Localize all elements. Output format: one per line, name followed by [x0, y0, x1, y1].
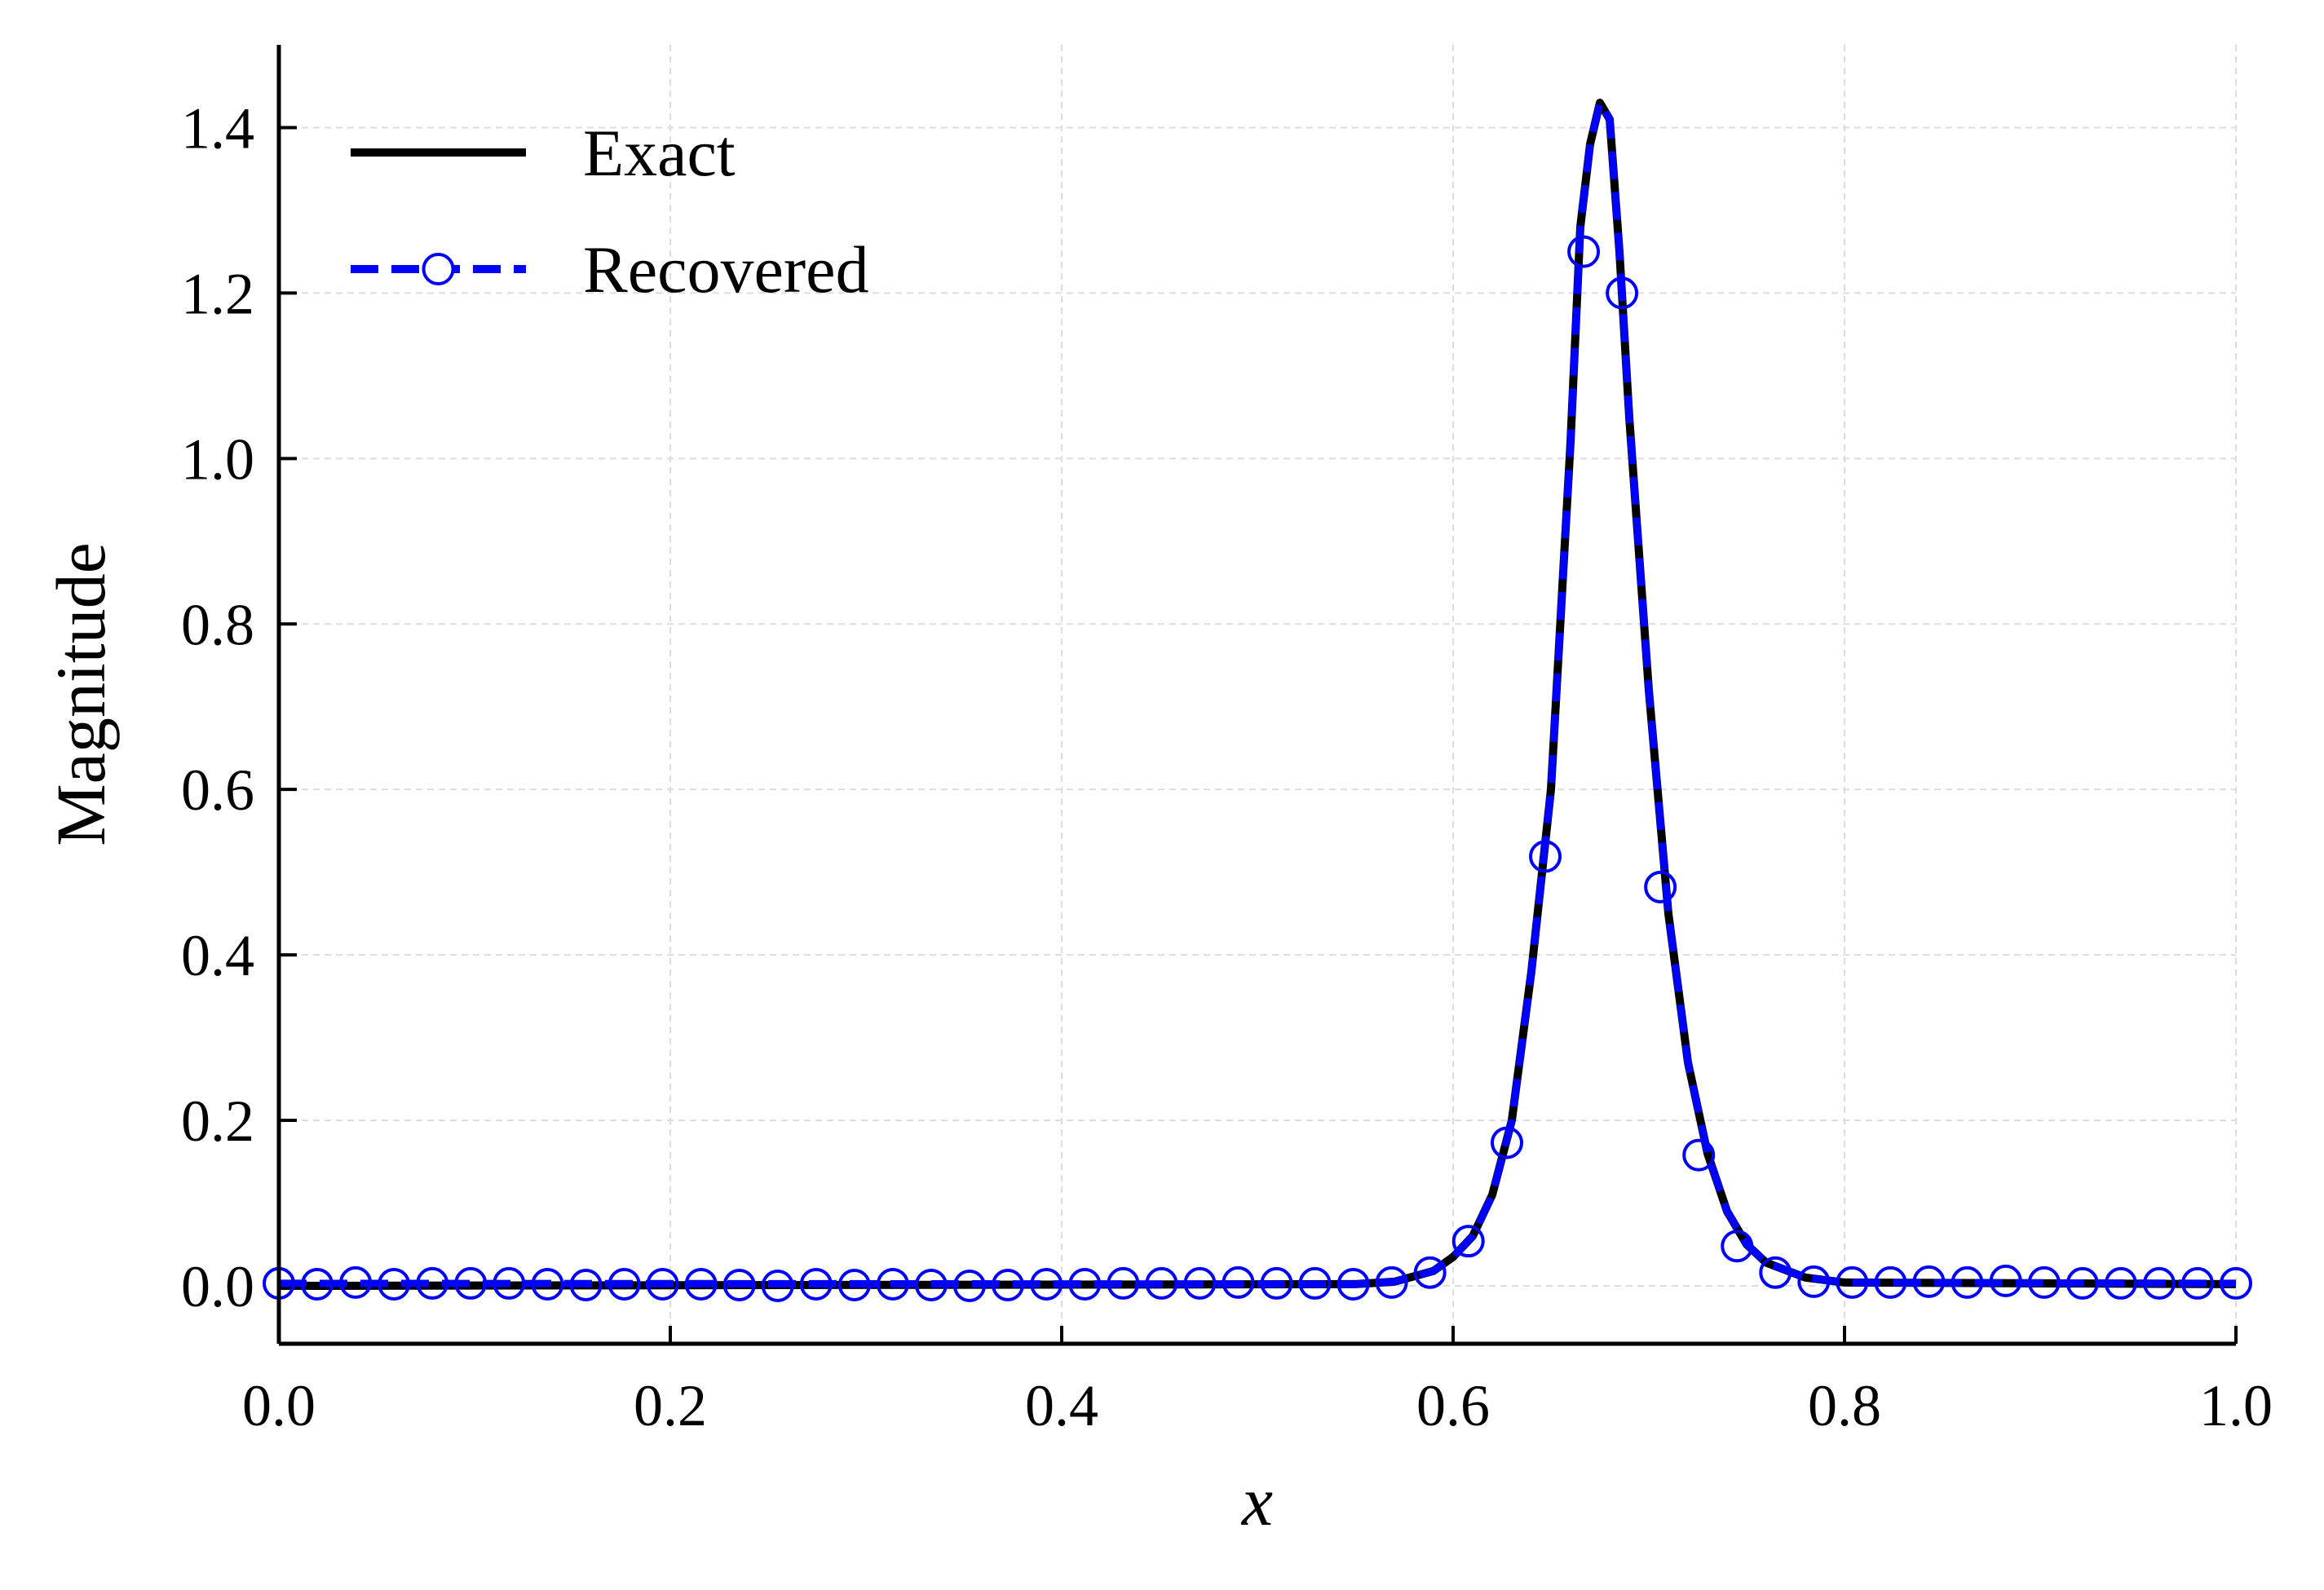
y-tick-label: 0.2	[181, 1089, 254, 1154]
recovered-marker	[1298, 1266, 1332, 1300]
y-tick-label: 0.4	[181, 923, 254, 988]
recovered-marker	[1836, 1265, 1869, 1299]
y-tick-label: 1.0	[181, 426, 254, 492]
recovered-marker	[952, 1269, 986, 1302]
recovered-marker	[454, 1266, 488, 1300]
recovered-marker	[2104, 1266, 2137, 1300]
recovered-marker	[1644, 870, 1677, 903]
recovered-line	[278, 99, 2237, 1288]
recovered-marker	[378, 1267, 411, 1301]
recovered-marker	[1682, 1138, 1716, 1172]
x-tick-label: 0.0	[242, 1373, 316, 1438]
y-tick-label: 1.4	[181, 95, 254, 161]
recovered-marker	[1222, 1265, 1255, 1299]
x-tick-label: 0.6	[1416, 1373, 1490, 1438]
recovered-marker	[1874, 1265, 1907, 1299]
x-tick-label: 0.2	[634, 1373, 707, 1438]
recovered-marker	[1491, 1126, 1523, 1159]
y-tick-label: 1.2	[181, 261, 254, 326]
recovered-marker	[1375, 1265, 1408, 1299]
recovered-marker	[531, 1267, 564, 1301]
x-tick-label: 0.8	[1808, 1373, 1881, 1438]
recovered-marker	[2066, 1266, 2099, 1300]
series-layer	[263, 99, 2252, 1302]
recovered-marker	[2027, 1265, 2061, 1299]
x-tick-label: 0.4	[1025, 1373, 1098, 1438]
recovered-marker	[339, 1265, 373, 1299]
legend-recovered-marker	[422, 253, 455, 285]
recovered-marker	[1797, 1265, 1831, 1298]
recovered-marker	[2180, 1266, 2214, 1300]
exact-line	[278, 99, 2237, 1290]
recovered-marker	[1951, 1265, 1984, 1299]
recovered-marker	[914, 1268, 948, 1301]
recovered-marker	[1451, 1225, 1485, 1258]
x-tick-label: 1.0	[2199, 1373, 2273, 1438]
legend-exact-label: Exact	[583, 116, 736, 190]
recovered-marker	[1989, 1264, 2022, 1297]
recovered-marker	[2142, 1266, 2176, 1300]
recovered-marker	[1068, 1267, 1102, 1301]
legend: Exact Recovered	[351, 116, 869, 307]
recovered-marker	[761, 1269, 794, 1302]
y-tick-label: 0.0	[181, 1254, 254, 1319]
recovered-marker	[2220, 1266, 2252, 1300]
recovered-marker	[1529, 840, 1562, 873]
legend-recovered-label: Recovered	[583, 232, 869, 307]
recovered-marker	[1337, 1267, 1370, 1301]
recovered-marker	[1413, 1256, 1447, 1289]
recovered-marker	[1183, 1266, 1217, 1300]
recovered-marker	[876, 1267, 909, 1301]
y-tick-label: 0.6	[181, 757, 254, 823]
recovered-marker	[799, 1267, 833, 1301]
tick-labels: 0.0 0.2 0.4 0.6 0.8 1.0 0.0 0.2 0.4 0.6 0.8 1.0 1.2 1…	[181, 95, 2273, 1438]
recovered-marker	[837, 1268, 871, 1301]
y-tick-label: 0.8	[181, 592, 254, 657]
recovered-marker	[608, 1267, 641, 1301]
recovered-marker	[1721, 1230, 1754, 1263]
recovered-marker	[301, 1267, 334, 1301]
y-axis-label: Magnitude	[42, 542, 120, 846]
recovered-marker	[1606, 276, 1639, 310]
recovered-marker	[1030, 1267, 1063, 1301]
axes	[276, 45, 2236, 1346]
recovered-marker	[1567, 235, 1601, 268]
recovered-marker	[1145, 1266, 1178, 1300]
axis-ticks	[277, 126, 2238, 1344]
recovered-marker	[416, 1266, 449, 1300]
recovered-marker	[992, 1268, 1024, 1301]
x-axis-label: x	[1240, 1462, 1273, 1540]
recovered-marker	[646, 1267, 679, 1301]
recovered-marker	[722, 1268, 756, 1301]
grid-lines	[278, 45, 2237, 1344]
recovered-marker	[1912, 1265, 1946, 1298]
recovered-marker	[1260, 1266, 1293, 1300]
recovered-marker	[1759, 1256, 1792, 1289]
recovered-marker	[684, 1267, 718, 1301]
recovered-marker	[569, 1268, 603, 1301]
recovered-marker	[493, 1266, 526, 1300]
recovered-marker	[1107, 1266, 1140, 1300]
